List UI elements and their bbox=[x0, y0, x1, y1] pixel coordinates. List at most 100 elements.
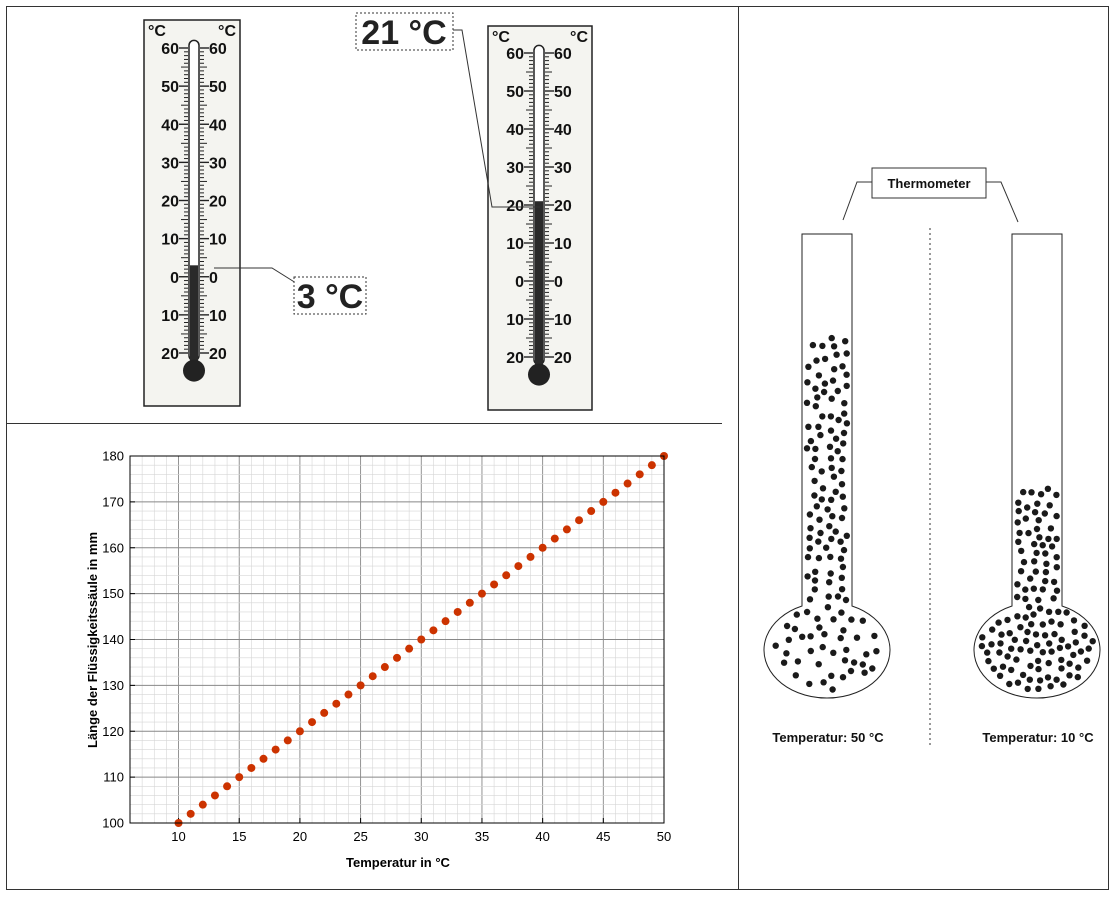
particle-dot bbox=[1035, 685, 1042, 692]
particle-dot bbox=[803, 608, 811, 616]
particle-dot bbox=[1056, 644, 1064, 652]
particle-dot bbox=[812, 403, 819, 410]
x-tick-label: 20 bbox=[293, 829, 307, 844]
particle-dot bbox=[830, 616, 837, 623]
scatter-chart: 10 15 20 25 30 35 40 45 50 100 110 120 130 140 150 160 1… bbox=[85, 449, 671, 871]
caption-10c: Temperatur: 10 °C bbox=[982, 730, 1094, 745]
particle-dot bbox=[848, 616, 855, 623]
particle-dot bbox=[819, 342, 826, 350]
particle-dot bbox=[1030, 611, 1037, 618]
particle-dot bbox=[1036, 605, 1044, 612]
particle-dot bbox=[815, 372, 823, 379]
particle-dot bbox=[842, 596, 850, 604]
scale-label-left: 10 bbox=[506, 236, 524, 253]
particle-dot bbox=[839, 363, 846, 370]
particle-dot bbox=[1048, 543, 1056, 550]
particle-dot bbox=[1031, 509, 1039, 516]
particle-dot bbox=[1006, 630, 1013, 637]
particle-dot bbox=[1051, 630, 1058, 638]
particle-dot bbox=[826, 443, 834, 450]
particle-dot bbox=[806, 511, 814, 518]
particle-dot bbox=[817, 529, 824, 537]
particle-dot bbox=[1050, 595, 1057, 602]
particle-dot bbox=[850, 659, 858, 666]
x-tick-label: 35 bbox=[475, 829, 489, 844]
particle-dot bbox=[995, 619, 1002, 626]
particle-dot bbox=[837, 555, 845, 562]
data-point bbox=[502, 571, 511, 580]
particle-dot bbox=[997, 640, 1004, 647]
thermometer-label: Thermometer bbox=[887, 176, 970, 191]
particle-dot bbox=[1017, 646, 1024, 653]
data-point bbox=[587, 507, 596, 516]
particle-dot bbox=[811, 477, 818, 485]
scale-label-right: 30 bbox=[209, 155, 227, 172]
particle-dot bbox=[807, 647, 814, 655]
scale-label-right: 50 bbox=[209, 79, 227, 96]
particle-dot bbox=[1027, 575, 1034, 582]
particle-dot bbox=[1053, 554, 1060, 561]
particle-dot bbox=[1089, 638, 1096, 645]
particle-dot bbox=[988, 641, 995, 648]
particle-dot bbox=[821, 631, 828, 638]
data-point bbox=[575, 516, 584, 525]
particle-dot bbox=[830, 649, 837, 656]
tube-50c bbox=[763, 233, 891, 699]
particle-dot bbox=[1020, 558, 1028, 566]
particle-dot bbox=[1032, 631, 1040, 638]
particle-dot bbox=[828, 496, 835, 503]
particle-dot bbox=[1034, 657, 1042, 665]
unit-label-right: °C bbox=[570, 29, 588, 46]
data-point bbox=[247, 763, 256, 772]
label-connector-left bbox=[842, 181, 872, 221]
y-tick-label: 180 bbox=[102, 449, 124, 464]
particle-dot bbox=[1053, 535, 1060, 543]
particle-dot bbox=[1063, 609, 1070, 616]
particle-dot bbox=[828, 672, 835, 679]
particle-dot bbox=[1017, 568, 1025, 575]
particle-dot bbox=[861, 669, 868, 676]
particle-dot bbox=[832, 488, 839, 495]
particle-dot bbox=[873, 648, 880, 655]
x-tick-label: 30 bbox=[414, 829, 428, 844]
particle-dot bbox=[839, 674, 847, 681]
data-point bbox=[550, 534, 559, 543]
scale-label-left: 10 bbox=[506, 312, 524, 329]
particle-dot bbox=[999, 663, 1007, 670]
particle-dot bbox=[1024, 685, 1031, 693]
particle-dot bbox=[1041, 510, 1049, 517]
plot-frame bbox=[129, 455, 665, 824]
particle-dot bbox=[1016, 529, 1023, 537]
thermometer-liquid bbox=[190, 265, 198, 365]
particle-dot bbox=[793, 611, 800, 618]
particle-dot bbox=[1081, 632, 1088, 639]
scale-label-right: 10 bbox=[554, 236, 572, 253]
particle-dot bbox=[1064, 643, 1072, 650]
particle-dot bbox=[1020, 488, 1027, 496]
particle-dot bbox=[840, 429, 848, 437]
particle-dot bbox=[834, 448, 841, 455]
particle-dot bbox=[1033, 549, 1040, 557]
particle-dot bbox=[1036, 534, 1043, 541]
particle-dot bbox=[806, 680, 813, 688]
particle-dot bbox=[1014, 593, 1021, 601]
particle-dot bbox=[811, 455, 819, 463]
x-tick-label: 45 bbox=[596, 829, 610, 844]
particle-dot bbox=[1048, 648, 1055, 655]
particle-dot bbox=[1053, 587, 1061, 594]
particle-dot bbox=[828, 464, 835, 472]
scale-label-right: 0 bbox=[554, 274, 563, 291]
particle-dot bbox=[806, 596, 814, 603]
scale-label-right: 10 bbox=[554, 312, 572, 329]
particle-dot bbox=[1042, 568, 1050, 576]
particle-dot bbox=[792, 672, 799, 679]
particle-dot bbox=[821, 380, 829, 387]
particle-dot bbox=[832, 528, 839, 535]
particle-dot bbox=[838, 467, 845, 475]
tube-10c bbox=[973, 233, 1101, 699]
label-connector-right bbox=[986, 181, 1019, 223]
particle-dot bbox=[804, 573, 811, 580]
scale-label-right: 20 bbox=[209, 346, 227, 363]
y-tick-label: 170 bbox=[102, 494, 124, 509]
particle-dot bbox=[1013, 656, 1020, 663]
